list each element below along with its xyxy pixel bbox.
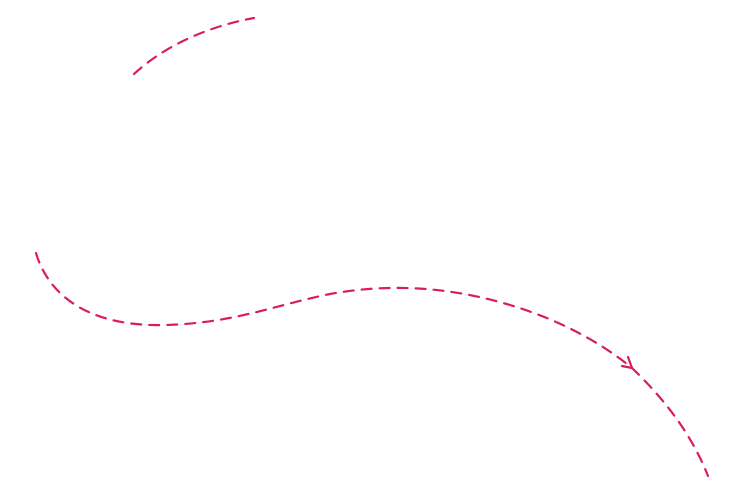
arrowhead-icon — [620, 355, 634, 370]
dashed-curve-main — [34, 251, 710, 478]
dashed-arc-top — [132, 16, 256, 76]
